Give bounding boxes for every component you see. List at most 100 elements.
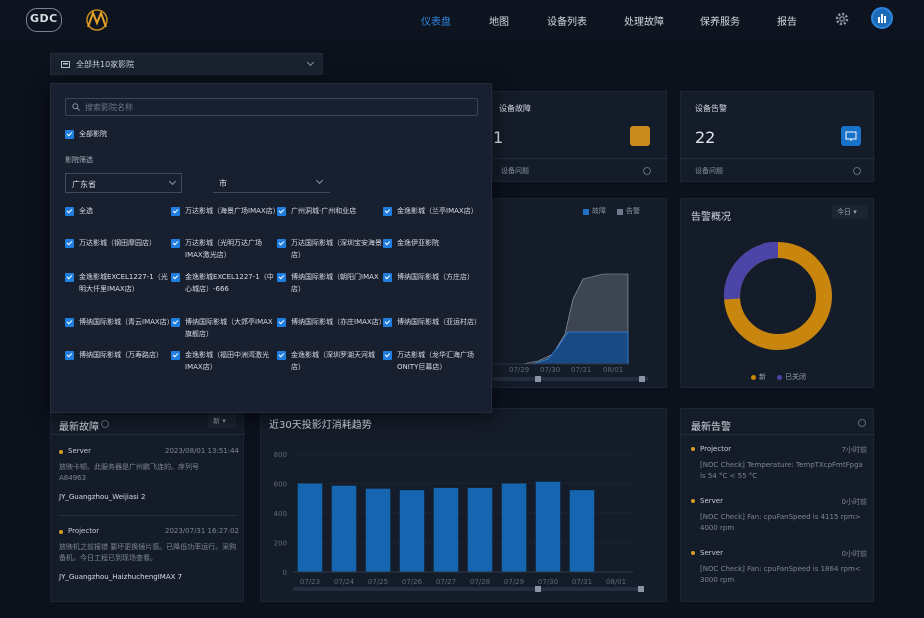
cinema-option-label[interactable]: 全选 [79, 207, 93, 215]
cinema-option-checkbox[interactable] [383, 207, 392, 216]
cinema-option[interactable]: 万达影城（光明万达广场IMAX激光店） [171, 238, 271, 268]
nav-maintenance[interactable]: 保养服务 [700, 17, 740, 28]
cinema-option[interactable]: 万达影城（龙华汇海广场ONITY巨幕店） [383, 350, 483, 380]
fault-item[interactable]: Projector 2023/07/31 16:27:02 放映机之前报错 要坏… [59, 527, 239, 593]
nav-device-list[interactable]: 设备列表 [547, 17, 587, 28]
cinema-option-label[interactable]: 金逸影城EXCEL1227-1（光明大仟里IMAX店） [79, 273, 168, 293]
cinema-option-checkbox[interactable] [171, 207, 180, 216]
fault-item[interactable]: Server 2023/08/01 13:51:44 放映卡顿。此服务器是广州鹏… [59, 447, 239, 513]
info-icon[interactable] [853, 167, 861, 175]
cinema-option-checkbox[interactable] [65, 207, 74, 216]
cinema-option[interactable]: 博纳国际影城（大郊亭IMAX旗舰店） [171, 317, 273, 347]
cinema-option[interactable]: 博纳国际影城（方庄店） [383, 272, 483, 302]
province-select[interactable]: 广东省 [65, 173, 182, 193]
cinema-option-checkbox[interactable] [171, 318, 180, 327]
cinema-option-checkbox[interactable] [277, 318, 286, 327]
cinema-option[interactable]: 博纳国际影城（朝阳门IMAX店） [277, 272, 379, 302]
cinema-option-label[interactable]: 博纳国际影城（青云IMAX店） [79, 318, 174, 326]
gdc-logo[interactable]: GDC [26, 8, 62, 32]
filter-section-label: 影院筛选 [65, 156, 93, 164]
cinema-option-label[interactable]: 万达国际影城（深圳宝安海景店） [291, 239, 382, 259]
info-icon[interactable] [643, 167, 651, 175]
gear-icon[interactable] [834, 11, 850, 27]
monitor-icon[interactable] [841, 126, 861, 146]
cinema-option-checkbox[interactable] [277, 351, 286, 360]
cinema-option[interactable]: 金逸影城（深圳罗湖天河城店） [277, 350, 377, 380]
cinema-option[interactable]: 全选 [65, 206, 165, 236]
alarm-count: 22 [695, 128, 716, 147]
alarm-item[interactable]: Projector 7小时前 [NOC Check] Temperature: … [691, 445, 867, 493]
cinema-option[interactable]: 金逸伊亚影院 [383, 238, 483, 268]
cinema-option-label[interactable]: 金逸影城（福田中洲湾激光IMAX店） [185, 351, 269, 371]
cinema-option[interactable]: 金逸影城EXCEL1227-1（中心城店）-666 [171, 272, 274, 302]
avatar[interactable] [871, 7, 893, 29]
cinema-option-label[interactable]: 博纳国际影城（大郊亭IMAX旗舰店） [185, 318, 273, 338]
cinema-option-label[interactable]: 博纳国际影城（朝阳门IMAX店） [291, 273, 379, 293]
cinema-option-checkbox[interactable] [277, 273, 286, 282]
nav-dashboard[interactable]: 仪表盘 [421, 17, 451, 28]
cinema-option[interactable]: 金逸影城（兰亭IMAX店） [383, 206, 483, 236]
cinema-option-label[interactable]: 广州洞城·广州和业店 [291, 207, 357, 215]
cinema-option-label[interactable]: 博纳国际影城（方庄店） [397, 273, 474, 281]
cinema-option[interactable]: 金逸影城（福田中洲湾激光IMAX店） [171, 350, 271, 380]
legend-new[interactable]: 新 [759, 373, 766, 381]
cinema-option[interactable]: 博纳国际影城（亦庄IMAX店） [277, 317, 386, 347]
cinema-option[interactable]: 万达影城（钢田摩园店） [65, 238, 165, 268]
legend-alarm[interactable]: 告警 [626, 207, 640, 215]
cinema-option-label[interactable]: 金逸影城（兰亭IMAX店） [397, 207, 478, 215]
cinema-option-label[interactable]: 万达影城（海景广场IMAX店） [185, 207, 280, 215]
zoom-slider-handle[interactable] [639, 376, 645, 382]
cinema-option[interactable]: 万达国际影城（深圳宝安海景店） [277, 238, 382, 268]
fault-filter-select[interactable]: 新 ▾ [208, 414, 236, 428]
cinema-option[interactable]: 博纳国际影城（万寿路店） [65, 350, 165, 380]
cinema-option-checkbox[interactable] [65, 273, 74, 282]
cinema-option[interactable]: 金逸影城EXCEL1227-1（光明大仟里IMAX店） [65, 272, 168, 302]
cinema-option[interactable]: 广州洞城·广州和业店 [277, 206, 377, 236]
alarm-item[interactable]: Server 0小时前 [NOC Check] Fan: cpuFanSpeed… [691, 497, 867, 545]
cinema-option-checkbox[interactable] [65, 318, 74, 327]
cinema-option-checkbox[interactable] [65, 351, 74, 360]
cinema-option-label[interactable]: 博纳国际影城（亦庄IMAX店） [291, 318, 386, 326]
cinema-option-label[interactable]: 万达影城（龙华汇海广场ONITY巨幕店） [397, 351, 474, 371]
info-icon[interactable] [101, 420, 109, 428]
x-tick-label: 07/28 [470, 578, 490, 586]
cinema-option-label[interactable]: 金逸伊亚影院 [397, 239, 439, 247]
legend-fault[interactable]: 故障 [592, 207, 606, 215]
nav-reports[interactable]: 报告 [777, 17, 797, 28]
cinema-option-checkbox[interactable] [171, 273, 180, 282]
cinema-option-checkbox[interactable] [171, 351, 180, 360]
brand-logo[interactable] [81, 8, 113, 32]
nav-map[interactable]: 地图 [489, 17, 509, 28]
cinema-option[interactable]: 博纳国际影城（青云IMAX店） [65, 317, 174, 347]
legend-closed[interactable]: 已关闭 [785, 373, 806, 381]
cinema-option-label[interactable]: 万达影城（光明万达广场IMAX激光店） [185, 239, 262, 259]
cinema-search-input[interactable]: 搜索影院名称 [65, 98, 478, 116]
cinema-option-label[interactable]: 金逸影城（深圳罗湖天河城店） [291, 351, 375, 371]
cinema-option-checkbox[interactable] [383, 239, 392, 248]
cinema-option-label[interactable]: 万达影城（钢田摩园店） [79, 239, 156, 247]
select-all-cinemas-checkbox[interactable] [65, 130, 74, 139]
cinema-option-checkbox[interactable] [277, 239, 286, 248]
cinema-option-label[interactable]: 金逸影城EXCEL1227-1（中心城店）-666 [185, 273, 274, 293]
cinema-option-checkbox[interactable] [171, 239, 180, 248]
nav-fault-handling[interactable]: 处理故障 [624, 17, 664, 28]
cinema-option-checkbox[interactable] [277, 207, 286, 216]
cinema-option-label[interactable]: 博纳国际影城（亚运村店） [397, 318, 481, 326]
cinema-option-checkbox[interactable] [65, 239, 74, 248]
cinema-option-checkbox[interactable] [383, 318, 392, 327]
period-select[interactable]: 今日 ▾ [832, 205, 868, 219]
cinema-option-label[interactable]: 博纳国际影城（万寿路店） [79, 351, 163, 359]
zoom-slider-track[interactable] [493, 377, 648, 381]
city-select[interactable]: 市 [213, 173, 330, 193]
cinema-select-label: 全部共10家影院 [76, 60, 135, 69]
cinema-option-checkbox[interactable] [383, 273, 392, 282]
info-icon[interactable] [858, 419, 866, 427]
cinema-select[interactable]: 全部共10家影院 [50, 53, 323, 75]
alarm-item[interactable]: Server 0小时前 [NOC Check] Fan: cpuFanSpeed… [691, 549, 867, 597]
cinema-option-checkbox[interactable] [383, 351, 392, 360]
warning-icon[interactable] [630, 126, 650, 146]
select-all-cinemas-label[interactable]: 全部影院 [79, 130, 107, 138]
zoom-slider-handle[interactable] [535, 376, 541, 382]
cinema-option[interactable]: 博纳国际影城（亚运村店） [383, 317, 483, 347]
cinema-option[interactable]: 万达影城（海景广场IMAX店） [171, 206, 280, 236]
